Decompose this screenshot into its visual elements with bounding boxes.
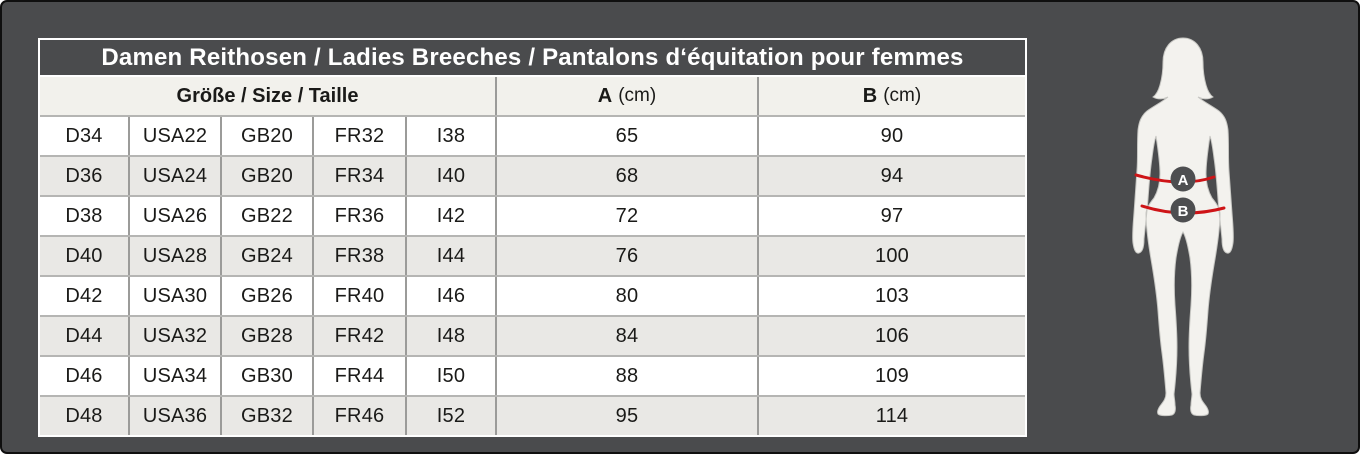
cell-size-d: D34 [40,117,130,155]
cell-size-i: I42 [407,197,497,235]
cell-a-value: 95 [497,397,759,435]
measurement-figure: A B [1132,37,1234,417]
cell-a-value: 68 [497,157,759,195]
cell-size-gb: GB24 [222,237,314,275]
col-a-header: A (cm) [497,77,759,115]
cell-size-i: I38 [407,117,497,155]
cell-size-usa: USA30 [130,277,222,315]
table-header-row: Größe / Size / Taille A (cm) B (cm) [40,77,1025,115]
cell-size-usa: USA36 [130,397,222,435]
cell-size-usa: USA26 [130,197,222,235]
cell-size-fr: FR42 [314,317,407,355]
cell-size-i: I44 [407,237,497,275]
cell-b-value: 97 [880,204,904,227]
cell-b-value: 106 [875,324,909,347]
cell-size-d: D40 [40,237,130,275]
cell-a-value: 84 [497,317,759,355]
cell-size-i: I46 [407,277,497,315]
cell-a-value: 65 [497,117,759,155]
table-row: D48 USA36 GB32 FR46 I52 95 114 [40,395,1025,435]
cell-size-d: D46 [40,357,130,395]
cell-size-gb: GB26 [222,277,314,315]
cell-size-d: D44 [40,317,130,355]
cell-size-gb: GB20 [222,117,314,155]
cell-size-d: D48 [40,397,130,435]
cell-size-gb: GB28 [222,317,314,355]
size-header-cell: Größe / Size / Taille [40,77,497,115]
col-b-header: B (cm) [759,77,1025,115]
cell-size-fr: FR40 [314,277,407,315]
table-title: Damen Reithosen / Ladies Breeches / Pant… [40,40,1025,77]
cell-size-i: I52 [407,397,497,435]
cell-b-value: 103 [875,284,909,307]
cell-size-i: I48 [407,317,497,355]
cell-size-fr: FR32 [314,117,407,155]
cell-size-fr: FR46 [314,397,407,435]
cell-size-d: D36 [40,157,130,195]
cell-size-fr: FR38 [314,237,407,275]
col-b-label: B [862,84,878,107]
marker-b-label: B [1178,203,1189,220]
cell-size-d: D42 [40,277,130,315]
cell-size-gb: GB32 [222,397,314,435]
woman-silhouette [1132,37,1234,417]
col-b-unit: (cm) [883,85,922,106]
table-row: D34 USA22 GB20 FR32 I38 65 90 [40,115,1025,155]
table-row: D46 USA34 GB30 FR44 I50 88 109 [40,355,1025,395]
table-row: D40 USA28 GB24 FR38 I44 76 100 [40,235,1025,275]
cell-size-usa: USA28 [130,237,222,275]
cell-a-value: 72 [497,197,759,235]
cell-size-usa: USA24 [130,157,222,195]
cell-b-value: 94 [880,164,904,187]
cell-size-gb: GB30 [222,357,314,395]
cell-a-value: 88 [497,357,759,395]
cell-size-fr: FR34 [314,157,407,195]
cell-b-value: 100 [875,244,909,267]
marker-b-circle [1170,197,1196,223]
cell-size-d: D38 [40,197,130,235]
cell-size-gb: GB22 [222,197,314,235]
col-a-unit: (cm) [618,85,657,106]
table-row: D44 USA32 GB28 FR42 I48 84 106 [40,315,1025,355]
cell-size-i: I40 [407,157,497,195]
table-row: D42 USA30 GB26 FR40 I46 80 103 [40,275,1025,315]
cell-b-value: 109 [875,364,909,387]
cell-size-usa: USA22 [130,117,222,155]
cell-size-gb: GB20 [222,157,314,195]
table-row: D38 USA26 GB22 FR36 I42 72 97 [40,195,1025,235]
cell-b-value: 90 [880,124,904,147]
cell-size-fr: FR44 [314,357,407,395]
cell-a-value: 80 [497,277,759,315]
cell-a-value: 76 [497,237,759,275]
col-a-label: A [597,84,613,107]
marker-a-circle [1170,166,1196,192]
cell-size-usa: USA34 [130,357,222,395]
table-row: D36 USA24 GB20 FR34 I40 68 94 [40,155,1025,195]
marker-a-label: A [1178,172,1189,189]
cell-size-fr: FR36 [314,197,407,235]
cell-size-usa: USA32 [130,317,222,355]
size-table: Damen Reithosen / Ladies Breeches / Pant… [38,38,1027,437]
cell-b-value: 114 [875,404,909,427]
cell-size-i: I50 [407,357,497,395]
